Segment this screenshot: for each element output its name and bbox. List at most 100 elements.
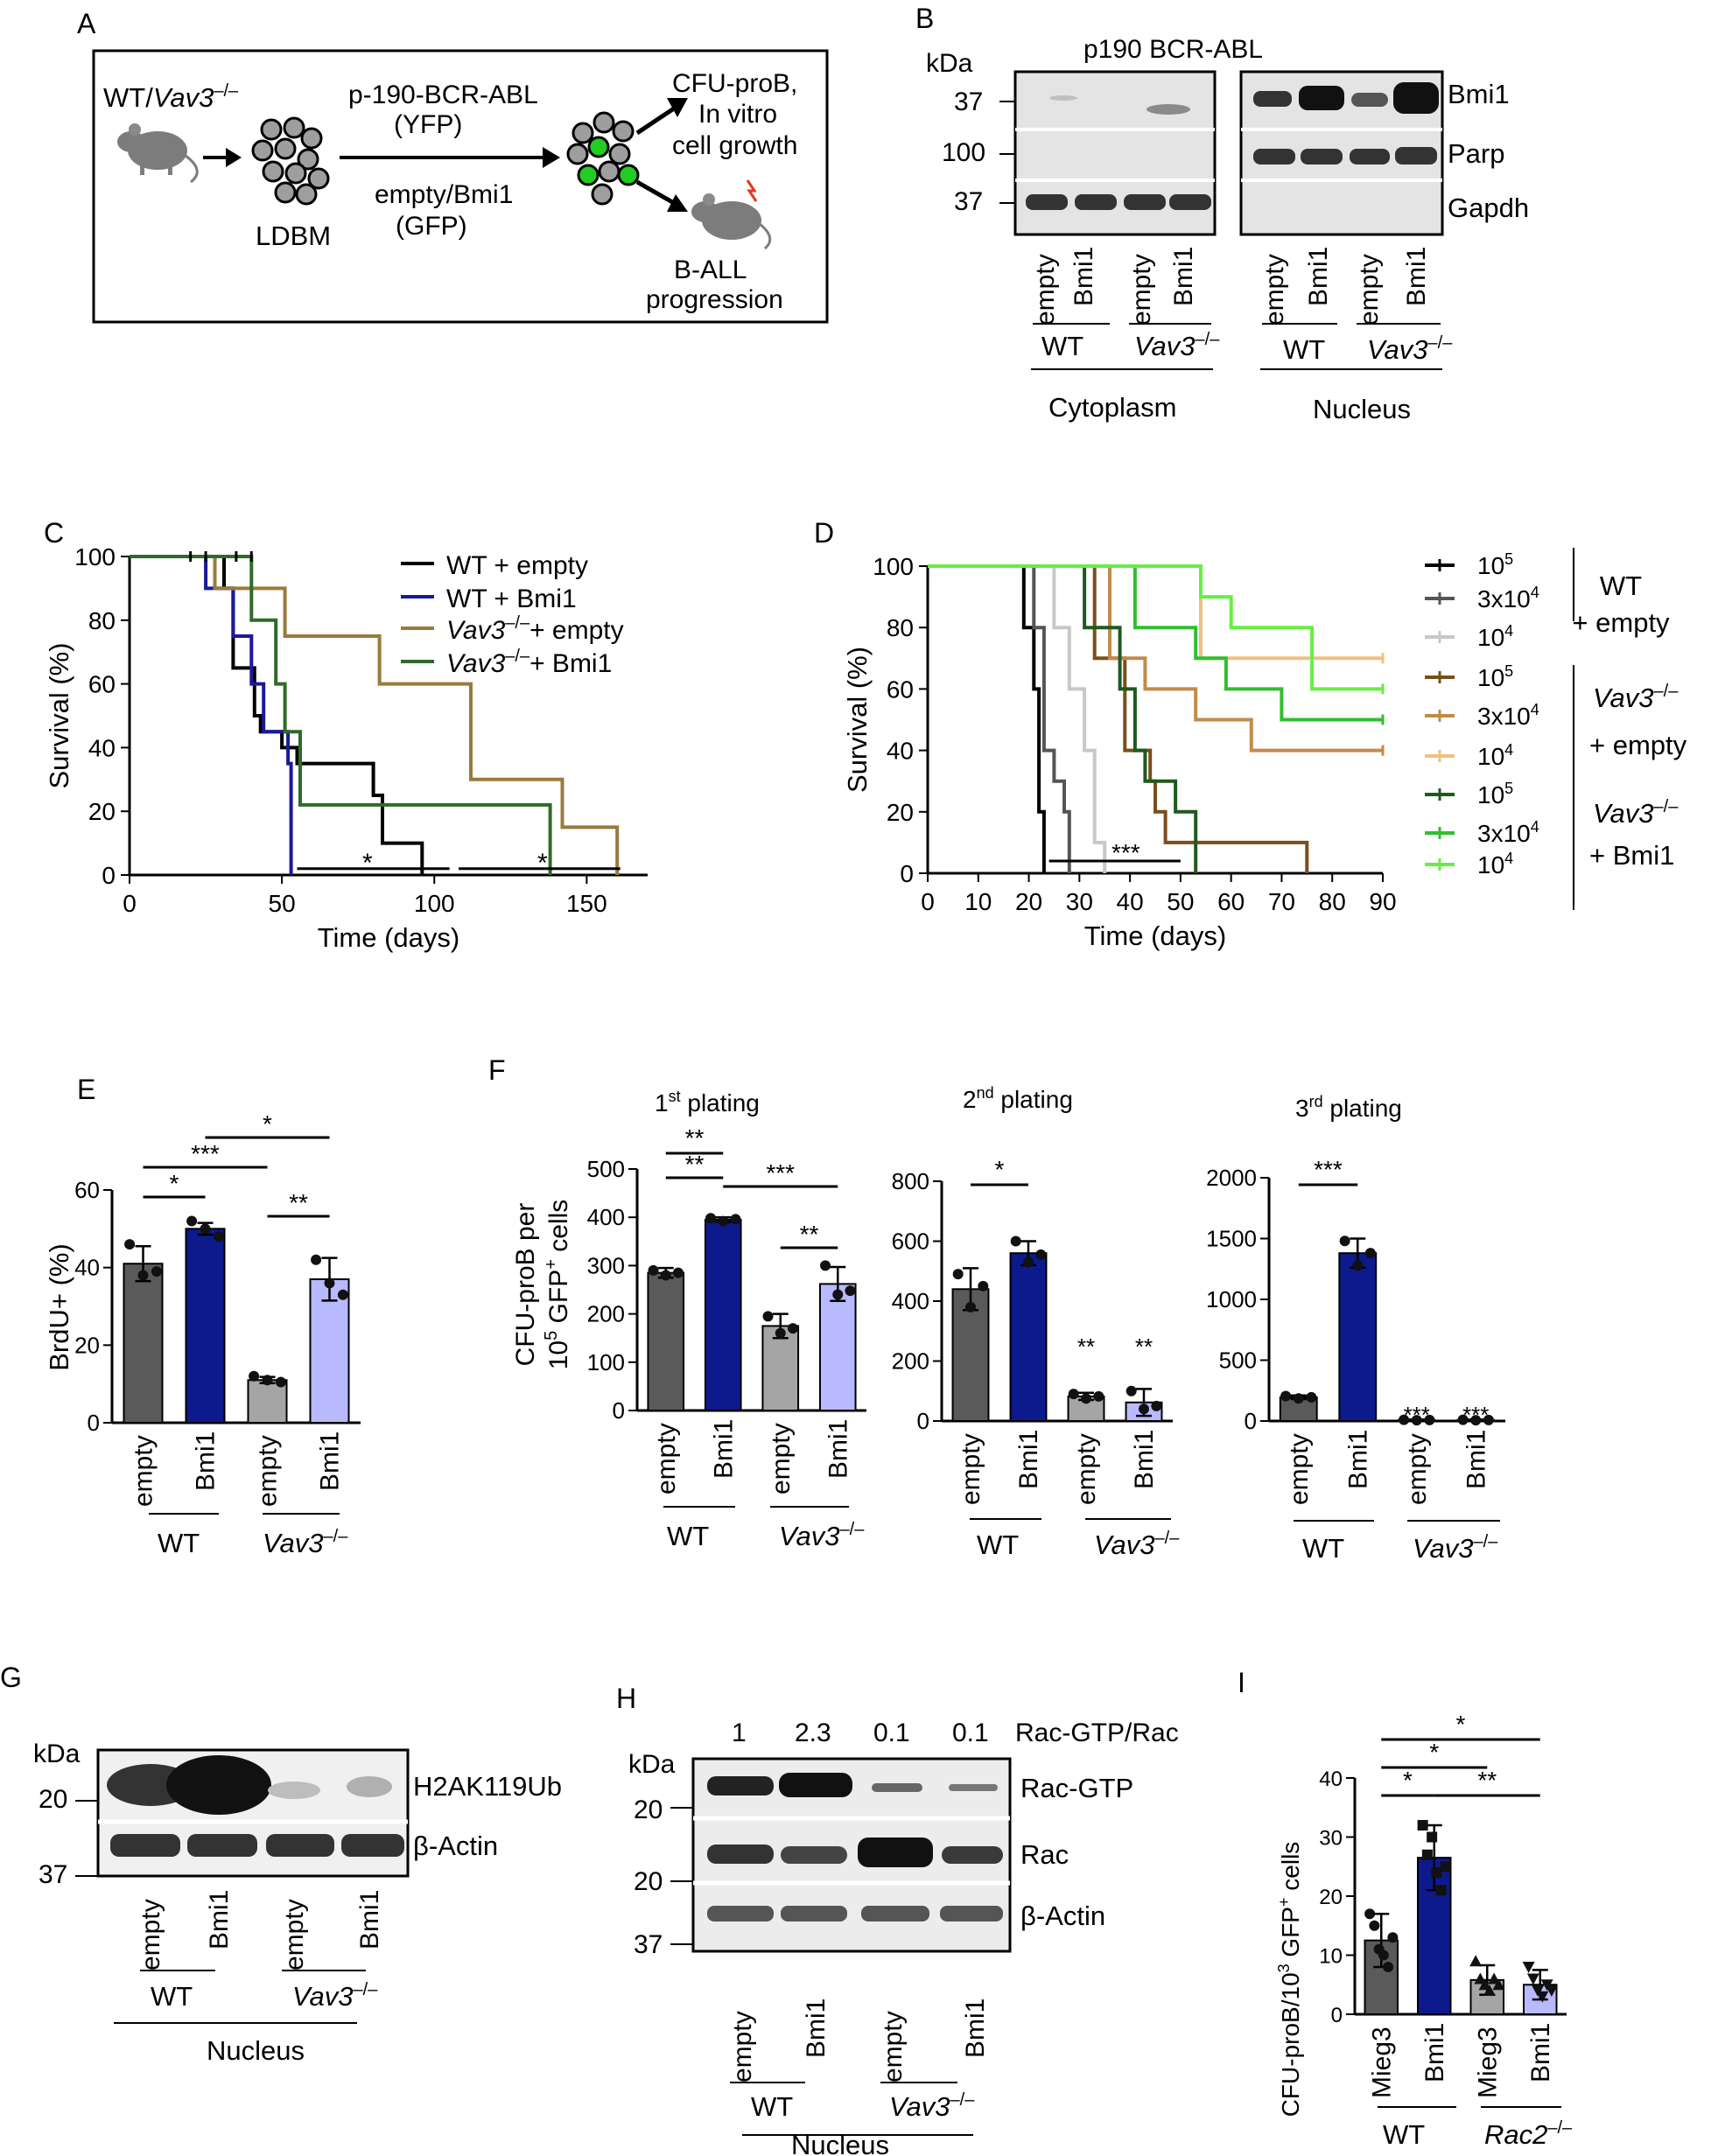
y-tick-label: 20 <box>887 799 914 826</box>
panel-h-letter: H <box>616 1683 636 1714</box>
marker-label: 20 <box>634 1867 663 1896</box>
y-tick-label: 60 <box>74 1177 100 1203</box>
fraction-label: Cytoplasm <box>1048 392 1176 423</box>
lane-label: Bmi1 <box>1169 247 1198 306</box>
data-point <box>1431 1867 1442 1878</box>
group-label-vav3: Vav3–/– <box>1367 333 1453 365</box>
data-point <box>186 1215 198 1227</box>
significance-label: ** <box>1477 1767 1497 1794</box>
legend-entry: 104 <box>1477 741 1513 770</box>
y-tick-label: 0 <box>1331 2004 1343 2027</box>
lane-label: Bmi1 <box>1526 2023 1555 2082</box>
data-point <box>311 1254 322 1265</box>
y-tick-label: 0 <box>613 1397 625 1424</box>
data-point <box>1352 1260 1364 1271</box>
western-blot-rac <box>691 1757 1012 1953</box>
lane-label: empty <box>1403 1433 1432 1505</box>
lane-label: Bmi1 <box>824 1419 852 1479</box>
y-tick-label: 600 <box>892 1228 929 1255</box>
legend-group-label: + empty <box>1572 607 1670 638</box>
x-tick-label: 30 <box>1066 888 1093 915</box>
panel-a: A WT/Vav3–/– LDBM p-190-BCR-ABL (YFP) <box>77 8 829 324</box>
arrow <box>635 98 688 212</box>
bar <box>761 1325 800 1412</box>
data-point <box>1470 1415 1482 1426</box>
group-label-wt: WT <box>1302 1533 1344 1564</box>
bar <box>309 1278 350 1424</box>
arrow <box>340 147 560 168</box>
group-label-ko: Vav3–/– <box>263 1527 348 1558</box>
f-ylabel-2: 105 GFP+ cells <box>542 1200 573 1370</box>
data-point <box>1151 1400 1162 1411</box>
plating-title: 3rd plating <box>1295 1093 1402 1122</box>
ldbm-label: LDBM <box>256 220 331 251</box>
lane-label: empty <box>652 1423 681 1494</box>
lane-label: Bmi1 <box>1069 247 1098 306</box>
lane-label: Mieg3 <box>1367 2026 1396 2098</box>
data-point <box>137 1270 149 1281</box>
output-label-3: cell growth <box>672 131 797 160</box>
data-point <box>249 1370 260 1382</box>
group-label-wt: WT <box>751 2091 793 2122</box>
legend-entry: 3x104 <box>1477 818 1539 847</box>
panel-a-mouse-label: WT/Vav3–/– <box>103 81 239 113</box>
group-label-wt: WT <box>977 1530 1019 1560</box>
y-tick-label: 1500 <box>1206 1226 1257 1252</box>
significance-label: * <box>263 1110 272 1138</box>
legend-group-label: WT <box>1600 570 1642 601</box>
panel-f: F CFU-proB per 105 GFP+ cells 1st platin… <box>488 1054 1505 1564</box>
panel-b: B p190 BCR-ABL kDa 37 100 37 Bmi1 <box>915 3 1529 424</box>
y-axis-title: BrdU+ (%) <box>44 1243 74 1371</box>
panel-i: I CFU-proB/103 GFP+ cells 0 10 20 30 40 Mieg3… <box>1238 1667 1573 2150</box>
transduced-cell-cluster-icon <box>566 111 640 206</box>
legend-group-label: Vav3–/– <box>1593 797 1679 829</box>
data-point <box>820 1260 831 1271</box>
y-tick-label: 1000 <box>1206 1286 1257 1312</box>
marker-label: 20 <box>634 1796 663 1824</box>
bar <box>704 1218 742 1411</box>
x-tick-label: 0 <box>921 888 935 915</box>
significance-label: ** <box>685 1124 705 1152</box>
panel-b-letter: B <box>915 3 934 34</box>
group-label-wt: WT <box>1283 334 1325 365</box>
bar <box>1338 1252 1378 1423</box>
data-point <box>1306 1391 1317 1403</box>
panel-a-letter: A <box>77 8 96 39</box>
star-annotation: * <box>362 849 373 878</box>
legend-entry: WT + Bmi1 <box>446 584 577 613</box>
arrow <box>203 148 242 167</box>
arrow-bottom-label-2: (GFP) <box>396 212 467 241</box>
marker-label: 37 <box>954 88 983 116</box>
data-point <box>1483 1414 1494 1425</box>
survival-curve <box>928 564 1383 752</box>
lane-label: empty <box>254 1435 283 1507</box>
data-point <box>1364 1248 1376 1259</box>
data-point <box>1293 1393 1304 1404</box>
legend-entry: Vav3–/–+ empty <box>446 613 624 645</box>
significance-label: ** <box>1135 1334 1153 1360</box>
lane-label: Bmi1 <box>1343 1430 1372 1489</box>
x-tick-label: 80 <box>1319 888 1346 915</box>
survival-curve <box>928 564 1107 873</box>
lane-label: Mieg3 <box>1473 2026 1502 2098</box>
y-tick-label: 20 <box>1319 1886 1343 1909</box>
group-label-vav3: Vav3–/– <box>1134 330 1220 361</box>
data-point <box>1378 1950 1389 1961</box>
panel-e-letter: E <box>77 1074 95 1105</box>
fraction-label: Nucleus <box>1313 394 1411 424</box>
data-point <box>1427 1831 1438 1843</box>
y-axis-title: Survival (%) <box>842 647 873 793</box>
x-tick-label: 10 <box>964 888 992 915</box>
data-point <box>1440 1861 1451 1872</box>
data-point <box>1081 1393 1091 1404</box>
y-tick-label: 0 <box>917 1408 929 1434</box>
y-tick-label: 0 <box>1245 1408 1257 1434</box>
data-point <box>1369 1920 1380 1931</box>
y-axis-title: Survival (%) <box>44 642 74 788</box>
lane-label: Bmi1 <box>961 1998 990 2058</box>
group-label-ko: Vav3–/– <box>1094 1529 1180 1560</box>
lane-label: Bmi1 <box>355 1890 384 1950</box>
significance-label: * <box>995 1156 1005 1183</box>
lane-label: Bmi1 <box>1462 1430 1490 1489</box>
band-label: Bmi1 <box>1448 79 1510 109</box>
